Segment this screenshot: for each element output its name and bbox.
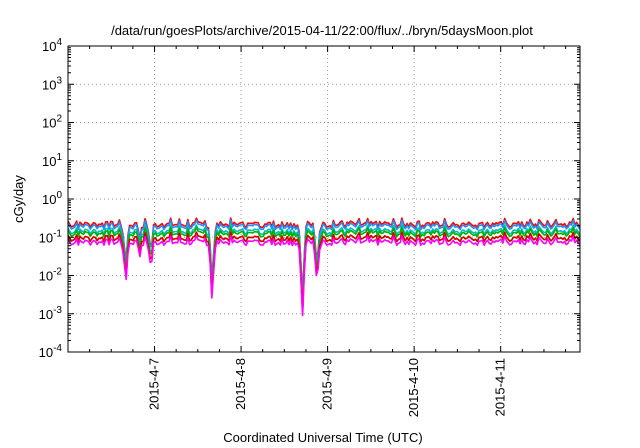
series-line [67,219,581,301]
x-axis-label: Coordinated Universal Time (UTC) [223,430,422,445]
series-line [67,226,581,308]
chart-title: /data/run/goesPlots/archive/2015-04-11/2… [111,23,533,38]
y-tick-label: 10-4 [39,343,63,360]
y-tick-label: 102 [42,114,62,131]
y-tick-labels: 10-4 10-3 10-2 10-1 100 101 102 103 104 [39,37,63,360]
y-axis-label: cGy/day [11,175,26,223]
series-line [67,231,581,313]
series-line [67,235,581,317]
x-tick-label: 2015-4-8 [233,358,248,410]
x-tick-label: 2015-4-10 [406,358,421,417]
plot-lines [67,217,581,317]
series-line [67,231,581,313]
y-tick-label: 100 [42,190,62,207]
x-tick-label: 2015-4-11 [493,358,508,416]
y-tick-label: 103 [42,75,62,92]
y-tick-label: 10-2 [39,267,63,284]
plot-frame [67,45,581,353]
y-tick-label: 10-1 [39,228,63,245]
y-tick-label: 101 [42,152,62,169]
x-tick-label: 2015-4-9 [320,358,335,410]
grid [68,46,580,352]
x-tick-label: 2015-4-7 [147,358,162,410]
y-tick-label: 104 [42,37,62,54]
y-tick-label: 10-3 [39,305,63,322]
x-tick-labels: 2015-4-7 2015-4-8 2015-4-9 2015-4-10 2015-4-… [147,358,508,417]
